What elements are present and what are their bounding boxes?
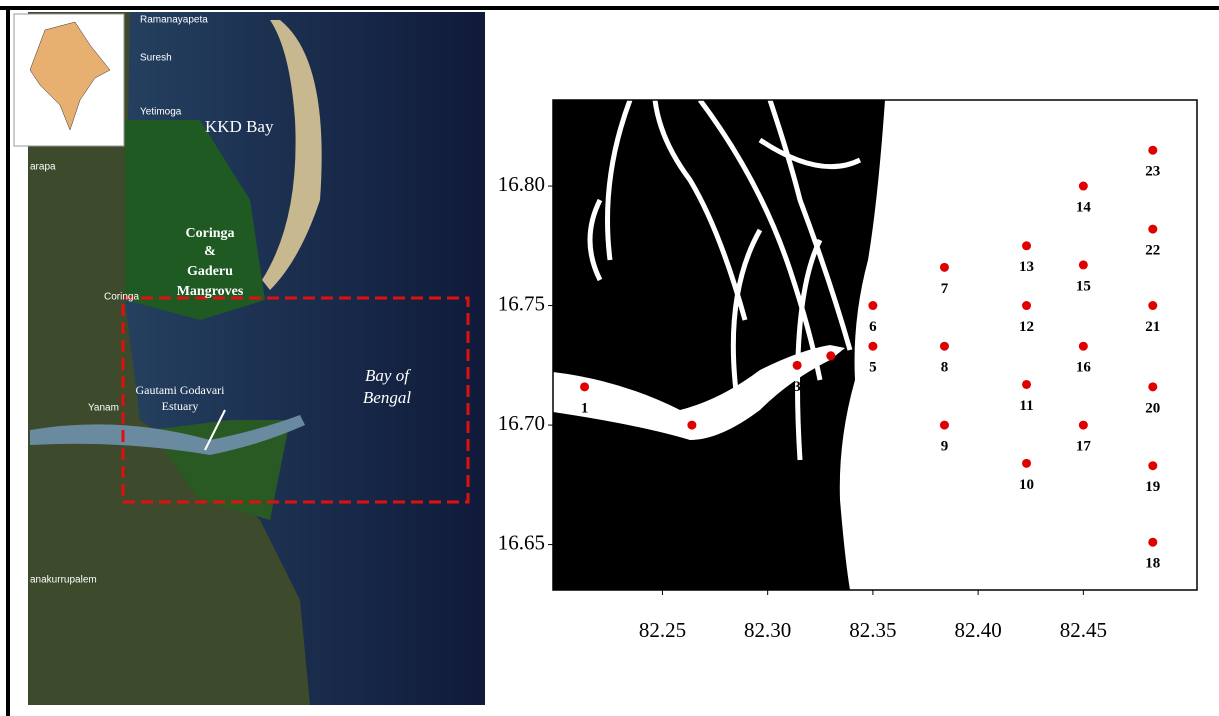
place-label: Coringa [186,226,235,241]
place-label: Mangroves [177,284,244,299]
station-label: 15 [1076,278,1091,294]
satellite-map: Ramanayapeta Suresh Yetimoga KKD Bay Cor… [14,12,485,705]
station-point [1148,461,1157,470]
station-point [1148,382,1157,391]
place-label: Yanam [88,403,119,414]
top-border [0,6,1219,10]
y-tick-label: 16.80 [498,172,545,196]
place-label: Gautami Godavari [136,383,226,397]
station-label: 8 [941,360,949,376]
station-label: 14 [1076,199,1092,215]
x-tick-label: 82.30 [744,618,791,642]
station-point [1022,301,1031,310]
land-mass [553,100,885,590]
x-tick-label: 82.45 [1060,618,1107,642]
y-tick-label: 16.65 [498,530,545,554]
place-label: Suresh [140,53,172,64]
station-point [1079,421,1088,430]
station-point [580,382,589,391]
station-point [687,421,696,430]
place-label: anakurrupalem [30,575,97,586]
station-label: 22 [1145,243,1160,259]
place-label: KKD Bay [205,117,274,136]
station-label: 16 [1076,360,1092,376]
station-label: 1 [581,400,589,416]
place-label: Coringa [104,292,139,303]
station-label: 7 [941,281,949,297]
station-label: 12 [1019,319,1034,335]
station-point [868,301,877,310]
place-label: Yetimoga [140,107,182,118]
station-point [1148,301,1157,310]
station-label: 6 [869,319,877,335]
station-label: 19 [1145,479,1160,495]
place-label: Gaderu [187,264,233,279]
y-tick-label: 16.75 [498,291,545,315]
station-point [1079,182,1088,191]
station-point [1148,146,1157,155]
station-label: 20 [1145,400,1160,416]
station-point [940,421,949,430]
station-label: 3 [793,379,801,395]
place-label: Bengal [363,388,411,407]
station-label: 2 [688,439,696,455]
station-label: 5 [869,360,877,376]
station-label: 10 [1019,477,1034,493]
station-point [826,351,835,360]
station-point [1079,260,1088,269]
station-point [1079,342,1088,351]
station-point [1022,241,1031,250]
x-tick-label: 82.35 [849,618,896,642]
station-label: 18 [1145,556,1160,572]
place-label: & [204,244,216,259]
figure: Ramanayapeta Suresh Yetimoga KKD Bay Cor… [0,0,1219,716]
x-tick-label: 82.25 [639,618,686,642]
station-point [1022,459,1031,468]
x-tick-label: 82.40 [954,618,1001,642]
place-label: Ramanayapeta [140,15,208,26]
station-point [868,342,877,351]
place-label: arapa [30,162,56,173]
figure-canvas: Ramanayapeta Suresh Yetimoga KKD Bay Cor… [0,0,1219,716]
station-label: 11 [1019,398,1033,414]
station-point [1148,225,1157,234]
station-point [940,342,949,351]
place-label: Bay of [365,366,411,385]
station-label: 21 [1145,319,1160,335]
left-border [6,6,10,716]
station-label: 9 [941,439,949,455]
place-label: Estuary [162,399,199,413]
station-label: 23 [1145,164,1160,180]
station-point [1022,380,1031,389]
station-label: 13 [1019,259,1034,275]
station-point [940,263,949,272]
y-tick-label: 16.70 [498,411,545,435]
station-point [1148,538,1157,547]
station-point [793,361,802,370]
station-label: 17 [1076,439,1092,455]
